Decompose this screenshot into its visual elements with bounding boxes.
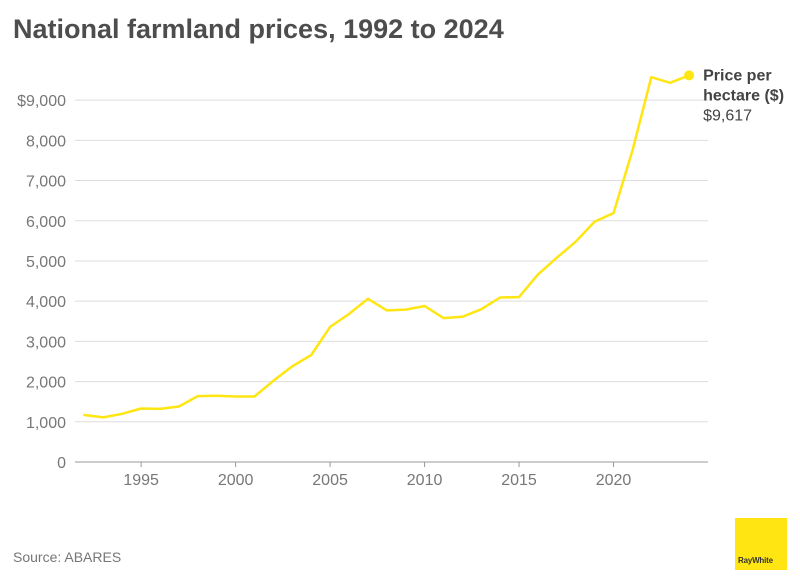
series-labels: Price per hectare ($) $9,617 bbox=[703, 67, 784, 124]
y-tick-label: 4,000 bbox=[26, 294, 66, 311]
ray-white-logo: RayWhite bbox=[735, 518, 787, 570]
series-line bbox=[83, 74, 691, 419]
y-tick-label: 0 bbox=[57, 455, 66, 472]
x-tick-label: 2000 bbox=[218, 472, 254, 489]
x-tick-label: 1995 bbox=[123, 472, 159, 489]
x-tick-label: 2015 bbox=[501, 472, 537, 489]
series-end-value-label: $9,617 bbox=[703, 107, 752, 124]
y-tick-label: 2,000 bbox=[26, 375, 66, 392]
source-note: Source: ABARES bbox=[13, 549, 122, 565]
y-tick-label: $9,000 bbox=[17, 93, 66, 110]
y-tick-label: 5,000 bbox=[26, 254, 66, 271]
y-tick-label: 3,000 bbox=[26, 334, 66, 351]
x-tick-label: 2010 bbox=[407, 472, 443, 489]
y-tick-label: 6,000 bbox=[26, 214, 66, 231]
y-tick-labels: 0 1,000 2,000 3,000 4,000 5,000 6,000 7,000 8,00… bbox=[17, 93, 66, 472]
chart-title: National farmland prices, 1992 to 2024 bbox=[13, 14, 504, 44]
y-tick-label: 7,000 bbox=[26, 174, 66, 191]
x-tick-labels: 1995 2000 2005 2010 2015 2020 bbox=[123, 472, 631, 489]
series-name-label: Price per hectare ($) bbox=[703, 67, 784, 104]
x-tick-label: 2020 bbox=[596, 472, 632, 489]
x-tick-label: 2005 bbox=[312, 472, 348, 489]
y-tick-label: 8,000 bbox=[26, 133, 66, 150]
series-end-point bbox=[684, 70, 695, 81]
axes bbox=[75, 461, 708, 467]
y-tick-label: 1,000 bbox=[26, 415, 66, 432]
series bbox=[83, 70, 695, 419]
gridlines bbox=[75, 99, 708, 423]
logo-text: RayWhite bbox=[738, 556, 773, 565]
